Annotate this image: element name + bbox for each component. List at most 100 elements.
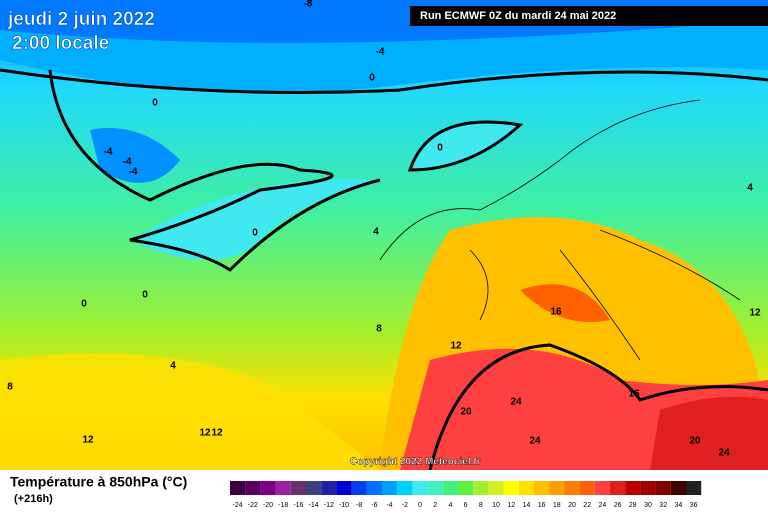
contour-label: 0 [369, 73, 375, 84]
legend-swatch [306, 481, 322, 495]
cold-zone [407, 120, 524, 172]
cold-zone [130, 178, 380, 260]
legend-swatch [230, 481, 246, 495]
contour-label: 24 [529, 436, 541, 447]
contour-label: -4 [123, 157, 132, 168]
run-banner [410, 6, 768, 26]
legend-swatch [412, 481, 428, 495]
legend-tick-label: 6 [464, 502, 468, 509]
legend-swatch [260, 481, 276, 495]
legend-tick-label: 10 [492, 502, 500, 509]
legend-swatch [503, 481, 519, 495]
warm-zone [0, 353, 380, 470]
legend-tick-label: -24 [233, 502, 243, 509]
legend-swatch [686, 481, 702, 495]
contour-label: 12 [450, 341, 462, 352]
legend-tick-label: 24 [599, 502, 607, 509]
legend-subtitle: (+216h) [14, 493, 53, 505]
legend-title: Température à 850hPa (°C) [10, 474, 187, 490]
isotherm [48, 69, 381, 272]
legend-swatch [442, 481, 458, 495]
legend-tick-label: 22 [583, 502, 591, 509]
warm-zone [520, 284, 610, 322]
run-info: Run ECMWF 0Z du mardi 24 mai 2022 [420, 10, 616, 22]
legend-tick-label: 32 [659, 502, 667, 509]
contour-label: 20 [689, 436, 701, 447]
contour-label: 4 [170, 361, 176, 372]
time: 2:00 locale [12, 33, 109, 54]
contour-label: 0 [252, 228, 258, 239]
legend-swatch [534, 481, 550, 495]
legend-swatch [245, 481, 261, 495]
legend-tick-label: 14 [523, 502, 531, 509]
legend-swatch [397, 481, 413, 495]
contour-label: 12 [199, 428, 211, 439]
legend-tick-label: 28 [629, 502, 637, 509]
contour-label: 20 [460, 407, 472, 418]
legend-swatch [290, 481, 306, 495]
legend-tick-label: -22 [248, 502, 258, 509]
contour-label: 16 [550, 307, 562, 318]
legend-tick-label: -4 [386, 502, 392, 509]
legend-tick-label: 18 [553, 502, 561, 509]
contour-label: 16 [628, 389, 640, 400]
contour-label: 4 [373, 227, 379, 238]
legend-swatch [382, 481, 398, 495]
legend-tick-label: -14 [309, 502, 319, 509]
contour-label: 12 [82, 435, 94, 446]
contour-label: 0 [142, 290, 148, 301]
contour-label: 0 [152, 98, 158, 109]
contour-label: 24 [510, 397, 522, 408]
legend-tick-label: -2 [402, 502, 408, 509]
legend-swatch [518, 481, 534, 495]
isotherm [0, 68, 768, 94]
legend-tick-label: 12 [507, 502, 515, 509]
legend-swatch [564, 481, 580, 495]
legend-swatch [351, 481, 367, 495]
contour-label: 8 [7, 382, 13, 393]
legend-swatch [427, 481, 443, 495]
legend-swatch [458, 481, 474, 495]
legend-tick-label: 26 [614, 502, 622, 509]
date: jeudi 2 juin 2022 [7, 9, 155, 30]
legend-swatch [625, 481, 641, 495]
legend-swatch [594, 481, 610, 495]
legend-tick-label: -10 [339, 502, 349, 509]
legend-tick-label: -6 [371, 502, 377, 509]
legend-tick-label: 20 [568, 502, 576, 509]
coastline [379, 99, 741, 361]
legend-tick-label: 4 [448, 502, 452, 509]
contour-label: 0 [81, 299, 87, 310]
legend-tick-label: -18 [278, 502, 288, 509]
warm-zone [650, 396, 768, 470]
legend-swatch [579, 481, 595, 495]
legend-tick-label: 8 [479, 502, 483, 509]
legend-tick-label: -12 [324, 502, 334, 509]
contour-label: -4 [129, 167, 138, 178]
legend-swatch [640, 481, 656, 495]
legend-tick-label: 30 [644, 502, 652, 509]
legend-tick-label: -8 [356, 502, 362, 509]
legend-swatch [655, 481, 671, 495]
legend-swatch [488, 481, 504, 495]
isotherm [428, 343, 768, 471]
legend-swatch [610, 481, 626, 495]
contour-label: -4 [376, 47, 385, 58]
contour-label: -8 [304, 0, 313, 10]
legend-swatch [275, 481, 291, 495]
legend-swatch [366, 481, 382, 495]
legend-tick-label: -20 [263, 502, 273, 509]
legend-swatch [549, 481, 565, 495]
legend-tick-label: 34 [675, 502, 683, 509]
contour-label: 0 [437, 143, 443, 154]
contour-label: 12 [749, 308, 761, 319]
contour-label: 4 [747, 183, 753, 194]
legend-tick-label: 0 [418, 502, 422, 509]
legend-tick-label: 16 [538, 502, 546, 509]
legend-tick-label: -16 [293, 502, 303, 509]
contour-label: 8 [376, 324, 382, 335]
contour-label: -4 [104, 147, 113, 158]
contour-label: 24 [718, 448, 730, 459]
legend-swatch [336, 481, 352, 495]
